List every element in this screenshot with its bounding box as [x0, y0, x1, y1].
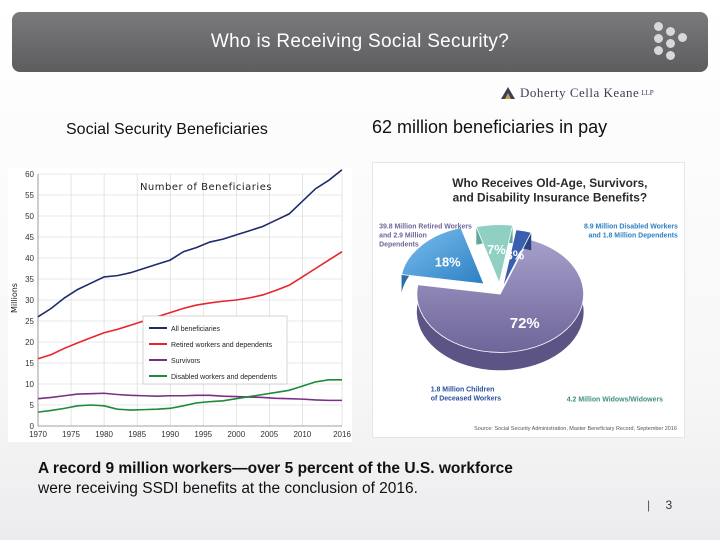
x-tick-label: 1975 — [62, 430, 80, 439]
title-bar: Who is Receiving Social Security? — [12, 12, 708, 72]
x-tick-label: 2010 — [293, 430, 311, 439]
x-tick-label: 1970 — [29, 430, 47, 439]
pie-slice-annotation: and 2.9 Million — [379, 232, 427, 239]
footer-note: A record 9 million workers—over 5 percen… — [38, 459, 638, 499]
logo-suffix: LLP — [641, 89, 654, 97]
y-tick-label: 0 — [30, 422, 35, 431]
x-tick-label: 1995 — [194, 430, 212, 439]
y-tick-label: 45 — [25, 233, 34, 242]
legend-label: Disabled workers and dependents — [171, 374, 277, 381]
pie-slice-percent-label: 72% — [510, 316, 540, 332]
series-line — [37, 379, 342, 413]
legend-label: Retired workers and dependents — [171, 342, 273, 349]
footer-bold-line: A record 9 million workers—over 5 percen… — [38, 460, 513, 477]
y-tick-label: 20 — [25, 338, 34, 347]
pie-slice-percent-label: 7% — [487, 242, 506, 257]
pie-slice — [401, 227, 485, 285]
benefits-pie-chart: 72% 18% 7% 3% Who Receives Old-Age, Survivor… — [372, 162, 685, 438]
pie-slice-annotation: 8.9 Million Disabled Workers — [584, 224, 678, 231]
series-line — [37, 251, 343, 360]
decorative-dots-icon — [654, 22, 688, 60]
series-line — [37, 169, 343, 318]
footer-normal-line: were receiving SSDI benefits at the conc… — [38, 480, 418, 497]
pie-slice — [475, 224, 514, 285]
y-tick-label: 50 — [25, 212, 34, 221]
x-tick-label: 1985 — [128, 430, 146, 439]
y-tick-label: 60 — [25, 170, 34, 179]
y-tick-label: 15 — [25, 359, 34, 368]
beneficiaries-line-chart: 0 5 10 15 20 25 30 35 40 45 50 55 60 1970 1975 1980 1985… — [8, 168, 352, 442]
pie-title-line-2: and Disability Insurance Benefits? — [453, 191, 648, 205]
page-number: | 3 — [647, 498, 672, 512]
pie-slice-annotation: 4.2 Million Widows/Widowers — [567, 396, 663, 403]
page-separator: | — [647, 498, 651, 512]
y-tick-label: 35 — [25, 275, 34, 284]
y-tick-label: 30 — [25, 296, 34, 305]
x-tick-label: 2016 — [333, 430, 351, 439]
slide-title: Who is Receiving Social Security? — [210, 31, 510, 52]
logo-text: Doherty Cella Keane — [520, 85, 640, 100]
y-tick-label: 25 — [25, 317, 34, 326]
pie-source-note: Source: Social Security Administration, … — [474, 426, 677, 432]
legend-label: All beneficiaries — [171, 326, 221, 333]
y-tick-label: 40 — [25, 254, 34, 263]
x-tick-label: 1980 — [95, 430, 113, 439]
pie-slice-annotation: of Deceased Workers — [431, 395, 502, 402]
y-tick-label: 5 — [30, 401, 35, 410]
pie-slice — [416, 238, 584, 353]
pie-slice-annotation: and 1.8 Million Dependents — [588, 232, 678, 239]
pie-slice-annotation: 39.8 Million Retired Workers — [379, 224, 472, 231]
legend-label: Survivors — [171, 358, 201, 365]
pie-slice-percent-label: 18% — [435, 254, 461, 269]
y-tick-label: 10 — [25, 380, 34, 389]
pie-slice — [502, 229, 532, 288]
pie-slice-percent-label: 3% — [506, 248, 525, 263]
pie-slice-annotation: 1.8 Million Children — [431, 386, 495, 393]
x-tick-label: 2005 — [260, 430, 278, 439]
left-heading: Social Security Beneficiaries — [66, 121, 268, 138]
x-tick-label: 1990 — [161, 430, 179, 439]
pie-title-line-1: Who Receives Old-Age, Survivors, — [452, 176, 647, 190]
company-logo: Doherty Cella Keane LLP — [500, 82, 700, 104]
logo-mark-icon — [501, 87, 515, 99]
line-chart-title: Number of Beneficiaries — [140, 182, 272, 193]
page-number-value: 3 — [665, 498, 673, 512]
series-line — [37, 392, 342, 402]
line-chart-y-axis-label: Millions — [10, 283, 19, 313]
right-heading: 62 million beneficiaries in pay — [372, 117, 608, 137]
y-tick-label: 55 — [25, 191, 34, 200]
pie-slice-annotation: Dependents — [379, 241, 419, 248]
x-tick-label: 2000 — [227, 430, 245, 439]
